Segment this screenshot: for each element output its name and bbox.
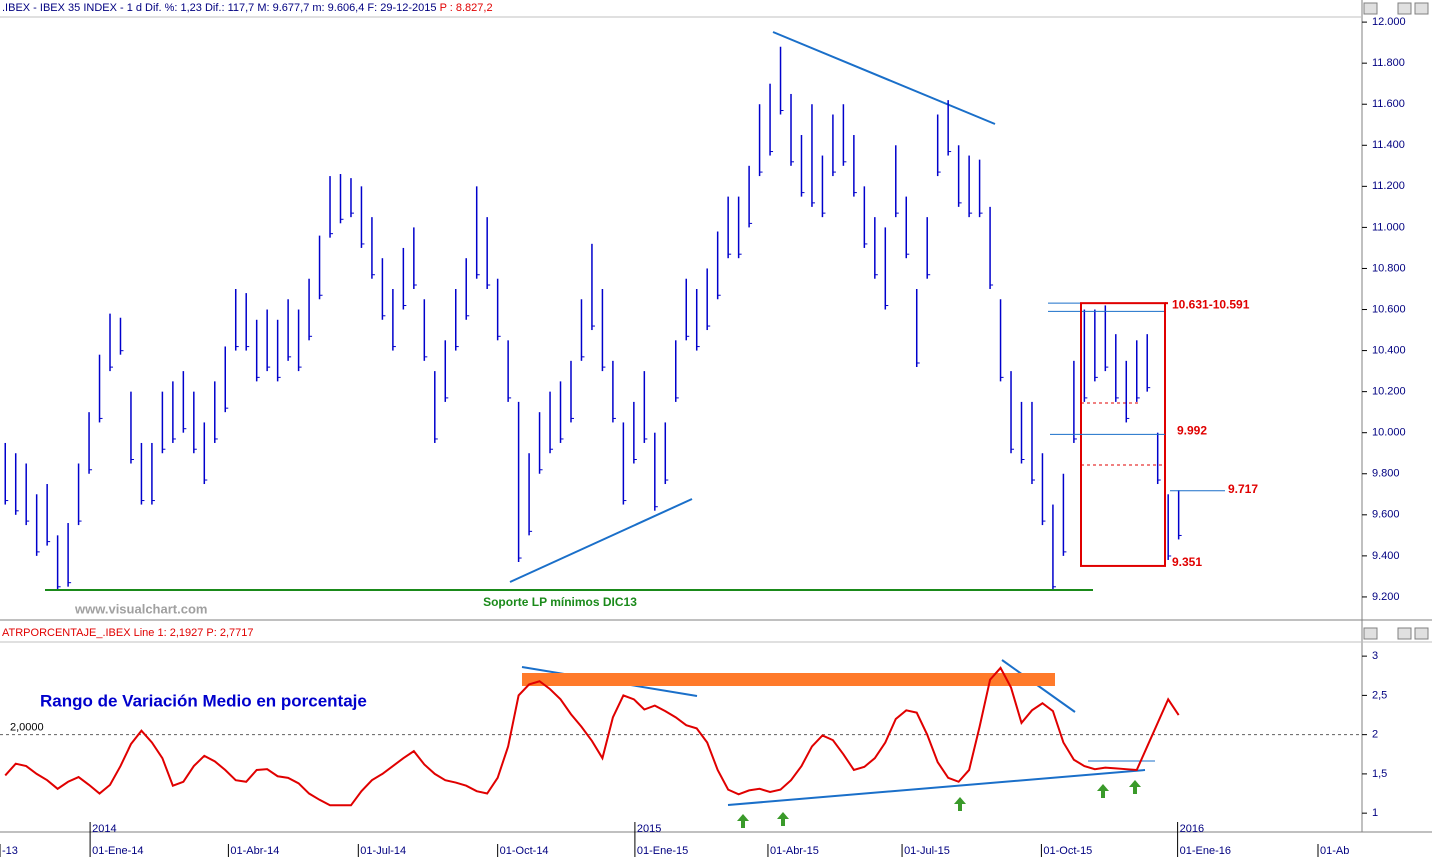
y-tick-label: 3	[1372, 650, 1378, 662]
header-price: P: 2,7717	[206, 627, 253, 639]
y-tick-label: 12.000	[1372, 16, 1406, 28]
level-label: 9.351	[1172, 555, 1202, 569]
window-button[interactable]	[1414, 627, 1429, 640]
trend-line	[727, 769, 1146, 806]
y-tick-label: 11.200	[1372, 180, 1405, 192]
header-price: P : 8.827,2	[440, 2, 493, 14]
x-tick-label: 01-Ene-14	[92, 845, 143, 857]
reference-label: 2,0000	[10, 722, 44, 734]
x-tick-label: 01-Ene-15	[637, 845, 688, 857]
x-tick-label: 01-Oct-14	[500, 845, 549, 857]
x-tick-label: 01-Ab	[1320, 845, 1349, 857]
arrow	[1129, 780, 1141, 794]
y-tick-label: 10.600	[1372, 303, 1406, 315]
chart-header: .IBEX - IBEX 35 INDEX - 1 d Dif. %: 1,23…	[2, 2, 493, 14]
x-tick-label: 01-Ene-16	[1180, 845, 1231, 857]
window-button[interactable]	[1414, 2, 1429, 15]
window-buttons	[1363, 2, 1429, 640]
header-text: ATRPORCENTAJE_.IBEX Line 1: 2,1927	[2, 627, 203, 639]
y-tick-label: 11.800	[1372, 57, 1405, 69]
x-tick-label: -13	[2, 845, 18, 857]
window-button[interactable]	[1397, 627, 1412, 640]
y-tick-label: 11.600	[1372, 98, 1405, 110]
y-tick-label: 9.800	[1372, 468, 1400, 480]
y-tick-label: 10.400	[1372, 344, 1406, 356]
y-tick-label: 9.200	[1372, 591, 1400, 603]
x-tick-label: 01-Jul-14	[360, 845, 406, 857]
year-label: 2015	[637, 823, 661, 835]
trend-line	[509, 498, 693, 583]
level-label: 9.717	[1228, 482, 1258, 496]
highlight-band	[522, 673, 1055, 686]
level-label: 10.631-10.591	[1172, 297, 1250, 311]
signal-arrows	[737, 780, 1141, 828]
y-tick-label: 2,5	[1372, 689, 1387, 701]
x-tick-label: 01-Oct-15	[1043, 845, 1092, 857]
y-tick-label: 9.600	[1372, 509, 1400, 521]
y-tick-label: 1	[1372, 807, 1378, 819]
x-tick-label: 01-Abr-15	[770, 845, 819, 857]
watermark: www.visualchart.com	[74, 601, 207, 616]
year-label: 2016	[1180, 823, 1204, 835]
trend-line	[772, 31, 996, 125]
y-tick-label: 2	[1372, 729, 1378, 741]
indicator-title: Rango de Variación Medio en porcentaje	[40, 691, 367, 710]
y-tick-label: 11.000	[1372, 221, 1405, 233]
y-tick-label: 11.400	[1372, 139, 1405, 151]
year-label: 2014	[92, 823, 116, 835]
x-tick-label: 01-Abr-14	[230, 845, 279, 857]
y-tick-label: 9.400	[1372, 550, 1400, 562]
red-guides	[1081, 402, 1165, 466]
level-label: 9.992	[1177, 424, 1207, 438]
y-tick-label: 10.200	[1372, 386, 1406, 398]
x-tick-label: 01-Jul-15	[904, 845, 950, 857]
arrow	[954, 797, 966, 811]
y-tick-label: 1,5	[1372, 768, 1387, 780]
window-button[interactable]	[1363, 627, 1378, 640]
arrow	[777, 812, 789, 826]
support-label: Soporte LP mínimos DIC13	[483, 595, 637, 609]
y-tick-label: 10.800	[1372, 262, 1406, 274]
arrow	[737, 814, 749, 828]
y-tick-label: 10.000	[1372, 427, 1406, 439]
arrow	[1097, 784, 1109, 798]
indicator-header: ATRPORCENTAJE_.IBEX Line 1: 2,1927 P: 2,…	[2, 627, 254, 639]
window-button[interactable]	[1363, 2, 1378, 15]
header-text: .IBEX - IBEX 35 INDEX - 1 d Dif. %: 1,23…	[2, 2, 437, 14]
atr-line	[4, 666, 1180, 807]
window-button[interactable]	[1397, 2, 1412, 15]
